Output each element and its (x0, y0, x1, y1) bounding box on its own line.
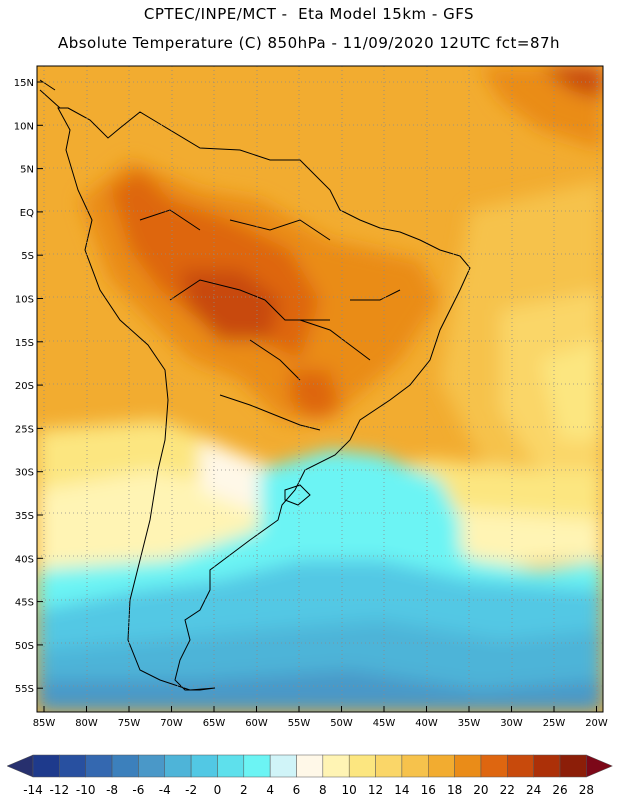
colorbar-swatch (32, 754, 60, 778)
colorbar-swatch (428, 754, 455, 778)
colorbar-over-triangle (586, 754, 613, 778)
colorbar-label: 20 (473, 783, 488, 797)
lat-tick-label: 5S (21, 251, 34, 262)
colorbar-label: 16 (421, 783, 436, 797)
lon-tick-label: 25W (543, 718, 566, 729)
chart-title-line-2: Absolute Temperature (C) 850hPa - 11/09/… (57, 34, 561, 52)
lat-tick-label: 35S (15, 511, 34, 522)
lat-tick-label: 15N (14, 78, 34, 89)
colorbar-swatch (559, 754, 587, 778)
colorbar-label: -10 (76, 783, 96, 797)
colorbar-swatch (480, 754, 508, 778)
colorbar-label: 28 (579, 783, 594, 797)
colorbar-label: 12 (368, 783, 383, 797)
colorbar-label: -2 (185, 783, 197, 797)
colorbar-label: 10 (342, 783, 357, 797)
colorbar-swatch (296, 754, 324, 778)
colorbar-label: 14 (394, 783, 409, 797)
colorbar-label: 6 (293, 783, 301, 797)
colorbar-label: 2 (240, 783, 248, 797)
lat-tick-label: 10S (15, 295, 34, 306)
lon-tick-label: 40W (415, 718, 438, 729)
lat-tick-label: 30S (15, 468, 34, 479)
colorbar-swatch (243, 754, 271, 778)
lon-tick-label: 55W (288, 718, 311, 729)
lat-tick-label: 10N (14, 121, 34, 132)
lon-tick-label: 50W (330, 718, 353, 729)
colorbar-under-triangle (6, 754, 34, 778)
lon-tick-label: 75W (118, 718, 141, 729)
lon-tick-label: 85W (33, 718, 56, 729)
map-frame (36, 65, 604, 713)
colorbar-swatch (533, 754, 561, 778)
chart-title-line-1: CPTEC/INPE/MCT - Eta Model 15km - GFS (143, 5, 475, 23)
colorbar-swatch (111, 754, 139, 778)
lat-tick-label: 40S (15, 554, 34, 565)
lat-tick-label: 5N (20, 165, 34, 176)
colorbar-label: 22 (500, 783, 515, 797)
colorbar-swatch (401, 754, 429, 778)
lat-tick-label: EQ (20, 208, 34, 219)
lon-tick-label: 35W (458, 718, 481, 729)
colorbar-label: 0 (214, 783, 222, 797)
coastlines (39, 79, 471, 691)
colorbar-label: -12 (50, 783, 70, 797)
colorbar-swatch (507, 754, 534, 778)
lon-tick-label: 80W (75, 718, 98, 729)
lon-tick-label: 20W (585, 718, 608, 729)
colorbar-swatch (85, 754, 113, 778)
lon-tick-label: 70W (160, 718, 183, 729)
colorbar-swatch (269, 754, 297, 778)
lon-tick-label: 60W (245, 718, 268, 729)
lat-tick-label: 20S (15, 381, 34, 392)
colorbar-swatch (454, 754, 482, 778)
colorbar-label: 24 (526, 783, 541, 797)
lon-tick-label: 45W (373, 718, 396, 729)
colorbar-swatch (322, 754, 350, 778)
colorbar-label: -4 (159, 783, 171, 797)
colorbar-label: -8 (106, 783, 118, 797)
colorbar-swatch (164, 754, 192, 778)
colorbar-swatch (375, 754, 403, 778)
lon-tick-label: 65W (203, 718, 226, 729)
colorbar-label: -6 (132, 783, 144, 797)
lat-tick-label: 25S (15, 424, 34, 435)
colorbar-swatch (138, 754, 165, 778)
colorbar-swatch (59, 754, 86, 778)
lat-tick-label: 50S (15, 641, 34, 652)
colorbar-swatch (190, 754, 218, 778)
lat-tick-label: 45S (15, 598, 34, 609)
colorbar-swatch (217, 754, 245, 778)
lat-tick-label: 55S (15, 684, 34, 695)
temperature-field (37, 66, 603, 712)
colorbar-label: -14 (23, 783, 43, 797)
lat-tick-label: 15S (15, 338, 34, 349)
colorbar-swatch (348, 754, 376, 778)
colorbar-label: 26 (552, 783, 567, 797)
latitude-axis: 15N 10N 5N EQ 5S 10S 15S 20S 25S 30S 35S 40S 45S 50S 5… (14, 78, 43, 695)
lon-tick-label: 30W (500, 718, 523, 729)
colorbar-label: 4 (266, 783, 274, 797)
longitude-axis: 85W 80W 75W 70W 65W 60W 55W 50W 45W 40W 35W 30W 25W 2… (33, 706, 608, 729)
colorbar-label: 8 (319, 783, 327, 797)
colorbar-label: 18 (447, 783, 462, 797)
colorbar: -14 -12 -10 -8 -6 -4 -2 0 2 4 6 8 10 12 14 16 18 20 22 24 26… (6, 754, 613, 797)
